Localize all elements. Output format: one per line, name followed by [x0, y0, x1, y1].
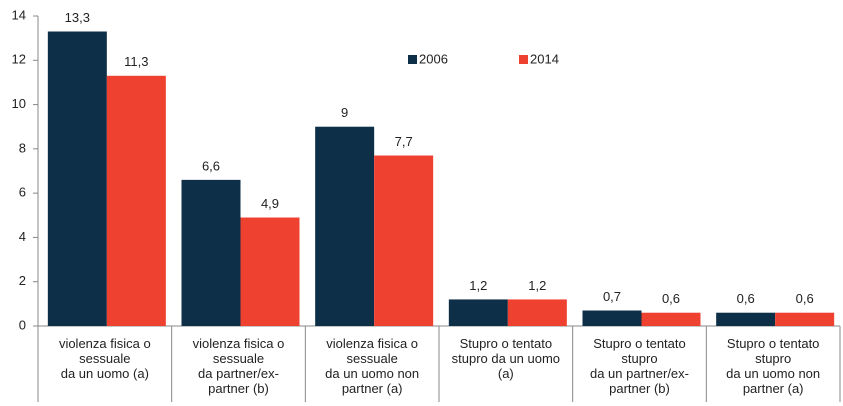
y-tick-label: 4	[19, 229, 26, 244]
y-tick-label: 14	[12, 7, 26, 22]
bar	[582, 310, 642, 326]
legend-label: 2014	[530, 51, 559, 66]
x-tick-label: Stupro o tentato stupro da un partner/ex-p…	[590, 336, 689, 396]
value-label: 9	[341, 105, 348, 120]
bar	[448, 299, 508, 326]
x-tick-label: violenza fisica o sessuale da un uomo (a)	[59, 336, 151, 381]
value-label: 1,2	[528, 278, 546, 293]
value-label: 1,2	[469, 278, 487, 293]
bar	[716, 312, 776, 326]
y-tick-label: 6	[19, 185, 26, 200]
bar	[507, 299, 567, 326]
legend-swatch	[408, 55, 417, 64]
y-tick-label: 8	[19, 140, 26, 155]
value-label: 4,9	[261, 196, 279, 211]
value-label: 11,3	[124, 54, 148, 69]
y-tick-label: 0	[19, 317, 26, 332]
x-tick-label: violenza fisica o sessuale da un uomo non p…	[325, 336, 419, 396]
legend-label: 2006	[419, 51, 448, 66]
bar	[106, 75, 166, 327]
bar	[47, 31, 107, 326]
x-tick-label: Stupro o tentato stupro da un uomo non part…	[726, 336, 820, 396]
x-tick-label: violenza fisica o sessuale da partner/ex-p…	[193, 336, 285, 396]
x-tick-label: Stupro o tentato stupro da un uomo (a)	[452, 336, 560, 381]
value-label: 6,6	[202, 158, 220, 173]
value-label: 0,6	[662, 291, 680, 306]
value-label: 0,6	[737, 291, 755, 306]
value-label: 0,6	[796, 291, 814, 306]
y-tick-label: 10	[12, 96, 26, 111]
bar	[181, 179, 241, 326]
value-label: 0,7	[603, 289, 621, 304]
y-tick-label: 2	[19, 273, 26, 288]
bar	[315, 126, 375, 326]
bar	[240, 217, 300, 326]
y-tick-label: 12	[12, 52, 26, 67]
legend-swatch	[519, 55, 528, 64]
bar	[775, 312, 835, 326]
bar	[641, 312, 701, 326]
value-label: 7,7	[395, 134, 413, 149]
bar	[374, 155, 434, 326]
value-label: 13,3	[65, 10, 90, 25]
